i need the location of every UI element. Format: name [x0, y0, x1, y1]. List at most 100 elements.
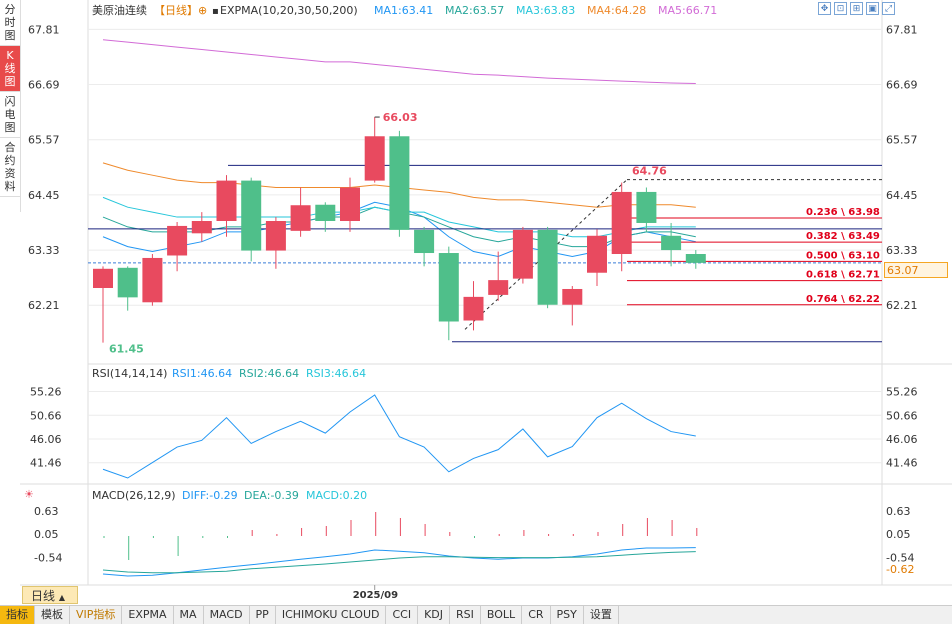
candle-body	[512, 229, 533, 279]
candle-body	[167, 225, 188, 256]
swing-high-label: 64.76	[632, 165, 667, 178]
macd-tick-right: 0.63	[886, 505, 911, 518]
indicator-tab-6[interactable]: PP	[250, 606, 276, 624]
rsi-header: RSI(14,14,14)	[92, 367, 167, 380]
candle-body	[142, 257, 163, 303]
indicator-tab-3[interactable]: EXPMA	[122, 606, 174, 624]
price-tick-left: 65.57	[28, 134, 60, 147]
high-label: 66.03	[383, 111, 418, 124]
candle-body	[685, 254, 706, 263]
ma-label: MA4:64.28	[587, 4, 646, 17]
macd-tick-right: 0.05	[886, 528, 911, 541]
period-button[interactable]: 日线 ▲	[22, 586, 78, 604]
candle-body	[241, 180, 262, 251]
candle-body	[364, 136, 385, 181]
expand-icon[interactable]: ✥	[818, 2, 831, 15]
expma-line-ma5	[102, 39, 696, 85]
side-tab-0[interactable]: 分时图	[0, 0, 20, 46]
period-label: 【日线】	[154, 3, 198, 17]
macd-tick-right: -0.54	[886, 552, 914, 565]
ma-label: MA3:63.83	[516, 4, 575, 17]
rsi-label: RSI3:46.64	[306, 367, 366, 380]
date-label: 2025/09	[353, 590, 398, 601]
candle-body	[315, 204, 336, 221]
current-price-marker: 63.07	[884, 262, 948, 278]
macd-label: DIFF:-0.29	[182, 489, 238, 502]
indicator-tab-14[interactable]: 设置	[584, 606, 619, 624]
indicator-tab-2[interactable]: VIP指标	[70, 606, 123, 624]
macd-settings-icon: ☀	[24, 488, 34, 501]
rsi-tick-left: 46.06	[30, 433, 62, 446]
indicator-tab-11[interactable]: BOLL	[481, 606, 523, 624]
macd-bottom-tick: -0.62	[886, 563, 914, 576]
indicator-tab-7[interactable]: ICHIMOKU CLOUD	[276, 606, 387, 624]
indicator-tab-4[interactable]: MA	[174, 606, 204, 624]
ma-label: MA2:63.57	[445, 4, 504, 17]
side-tab-2[interactable]: 闪电图	[0, 92, 20, 138]
ma-label: MA5:66.71	[658, 4, 717, 17]
price-tick-left: 66.69	[28, 79, 60, 92]
macd-header: MACD(26,12,9)	[92, 489, 176, 502]
indicator-tab-0[interactable]: 指标	[0, 606, 35, 624]
candle-body	[587, 235, 607, 273]
instrument-name: 美原油连续	[92, 3, 147, 17]
price-tick-right: 67.81	[886, 23, 918, 36]
low-label: 61.45	[109, 343, 144, 356]
shrink-icon[interactable]: ⊡	[834, 2, 847, 15]
candle-body	[340, 187, 360, 221]
candle-body	[611, 191, 632, 255]
rsi-tick-right: 46.06	[886, 433, 918, 446]
indicator-tab-5[interactable]: MACD	[204, 606, 250, 624]
rsi-label: RSI1:46.64	[172, 367, 232, 380]
split-icon[interactable]: ⊞	[850, 2, 863, 15]
rsi-tick-right: 41.46	[886, 457, 918, 470]
indicator-tab-8[interactable]: CCI	[386, 606, 419, 624]
candle-body	[636, 191, 657, 223]
fullscreen-icon[interactable]: ▣	[866, 2, 879, 15]
macd-diff-line	[102, 547, 696, 577]
price-tick-left: 67.81	[28, 23, 60, 36]
zoom-icon[interactable]: ⤢	[882, 2, 895, 15]
macd-tick-left: 0.63	[34, 505, 59, 518]
price-tick-right: 66.69	[886, 79, 918, 92]
indicator-tab-9[interactable]: KDJ	[418, 606, 451, 624]
kline-chart[interactable]: 67.81 67.81 66.69 66.69 65.57 65.57 64.45 64.45…	[0, 0, 952, 605]
candle-body	[389, 136, 410, 230]
indicator-tab-13[interactable]: PSY	[551, 606, 584, 624]
rsi-label: RSI2:46.64	[239, 367, 299, 380]
macd-label: DEA:-0.39	[244, 489, 299, 502]
caret-up-icon: ▲	[58, 593, 65, 602]
rsi-tick-left: 55.26	[30, 386, 62, 399]
favorite-icon: ▪	[212, 6, 219, 17]
rsi-line	[102, 394, 696, 479]
settings-icon: ⊕	[198, 4, 207, 17]
candle-body	[537, 229, 558, 305]
candle-body	[463, 296, 484, 321]
ma-label: MA1:63.41	[374, 4, 433, 17]
price-tick-left: 62.21	[28, 299, 60, 312]
macd-label: MACD:0.20	[306, 489, 367, 502]
candle-body	[265, 221, 286, 251]
candle-body	[290, 205, 311, 231]
rsi-tick-right: 50.66	[886, 409, 918, 422]
fib-level-label: 0.764 \ 62.22	[806, 294, 880, 305]
indicator-tab-10[interactable]: RSI	[450, 606, 481, 624]
candle-body	[93, 268, 113, 288]
macd-dea-line	[102, 551, 696, 574]
candle-body	[562, 288, 583, 305]
rsi-tick-left: 41.46	[30, 457, 62, 470]
price-tick-right: 62.21	[886, 299, 918, 312]
candle-body	[488, 280, 509, 295]
macd-tick-left: 0.05	[34, 528, 59, 541]
price-tick-right: 63.33	[886, 244, 918, 257]
indicator-tab-12[interactable]: CR	[522, 606, 551, 624]
indicator-tab-1[interactable]: 模板	[35, 606, 70, 624]
candle-body	[414, 229, 435, 254]
candle-body	[661, 235, 682, 251]
price-tick-left: 63.33	[28, 244, 60, 257]
candle-body	[117, 267, 138, 298]
price-tick-right: 64.45	[886, 189, 918, 202]
side-tab-3[interactable]: 合约资料	[0, 138, 20, 197]
